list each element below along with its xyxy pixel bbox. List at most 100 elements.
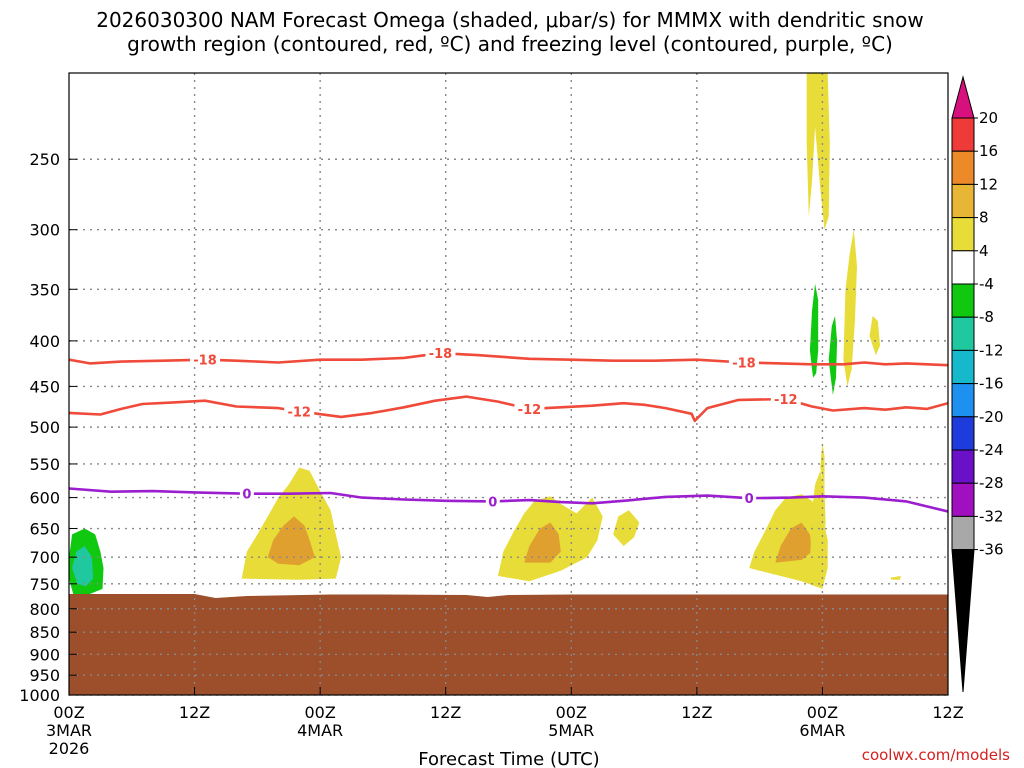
colorbar-label: 16 [979, 142, 998, 160]
contour-label: -12 [518, 403, 542, 418]
colorbar-swatch [951, 117, 975, 152]
y-tick-label: 500 [29, 418, 60, 437]
colorbar-swatch [951, 316, 975, 351]
y-tick-label: 250 [29, 150, 60, 169]
contour-label: -18 [193, 354, 217, 369]
colorbar-label: -36 [979, 541, 1004, 559]
colorbar-label: -20 [979, 408, 1004, 426]
y-tick-label: 400 [29, 332, 60, 351]
y-tick-label: 550 [29, 455, 60, 474]
y-tick-label: 850 [29, 623, 60, 642]
x-tick-label: 00Z [304, 703, 335, 722]
colorbar-label: -28 [979, 474, 1004, 492]
contour-label-background [742, 490, 757, 506]
y-tick-label: 650 [29, 520, 60, 539]
colorbar-swatch [951, 383, 975, 418]
y-tick-label: 950 [29, 666, 60, 685]
terrain-layer [69, 594, 948, 695]
y-tick-label: 350 [29, 280, 60, 299]
y-tick-label: 900 [29, 645, 60, 664]
colorbar: 20 16 12 8 4 -4 -8 -12 -16 -20 -24 -28 -32 -36 [951, 75, 1004, 693]
plot-area: -18 -18 -18 -12 -12 -12 0 0 0 [68, 72, 949, 696]
omega-region [843, 229, 857, 387]
grid-lines [69, 73, 948, 696]
colorbar-bottom-arrow [951, 549, 975, 693]
y-tick-label: 800 [29, 600, 60, 619]
y-axis: 250 300 350 400 450 500 550 600 650 700 750 800 850 9… [19, 150, 77, 705]
colorbar-swatch [951, 515, 975, 551]
x-tick-label: 4MAR [297, 721, 343, 740]
y-tick-label: 700 [29, 548, 60, 567]
omega-region [72, 546, 94, 587]
contour-lines: -18 -18 -18 -12 -12 -12 0 0 0 [69, 345, 948, 513]
omega-region [524, 522, 561, 563]
contour-label: 0 [488, 495, 497, 510]
contour-label: -18 [732, 356, 756, 371]
contour-label: -12 [774, 393, 798, 408]
colorbar-swatch [951, 416, 975, 451]
y-tick-label: 450 [29, 377, 60, 396]
contour-line [69, 487, 948, 513]
contour-label: 0 [242, 488, 251, 503]
colorbar-swatch [951, 349, 975, 385]
omega-region [890, 576, 901, 580]
colorbar-label: 4 [979, 242, 989, 260]
colorbar-swatch [951, 482, 975, 517]
x-tick-label: 3MAR [46, 721, 92, 740]
contour-label-background [728, 354, 759, 370]
contour-label-background [284, 403, 315, 419]
plot-frame [68, 72, 949, 696]
y-tick-label: 750 [29, 575, 60, 594]
colorbar-label: -4 [979, 275, 994, 293]
chart-title-line-1: 2026030300 NAM Forecast Omega (shaded, μ… [96, 8, 924, 32]
omega-shading [69, 73, 901, 594]
x-axis-label: Forecast Time (UTC) [418, 749, 599, 768]
colorbar-label: -32 [979, 507, 1004, 525]
colorbar-swatch [951, 217, 975, 252]
x-tick-label: 00Z [556, 703, 587, 722]
contour-line [69, 395, 948, 423]
omega-region [267, 516, 315, 566]
colorbar-swatch [951, 449, 975, 484]
colorbar-label: 20 [979, 109, 998, 127]
contour-label-background [485, 493, 500, 509]
x-tick-label: 12Z [430, 703, 461, 722]
omega-region [869, 315, 880, 356]
colorbar-top-arrow [951, 75, 975, 119]
colorbar-label: -16 [979, 375, 1004, 393]
omega-region [809, 470, 826, 563]
credit-text: coolwx.com/models [862, 746, 1010, 764]
colorbar-swatch [951, 150, 975, 185]
colorbar-label: 12 [979, 175, 998, 193]
terrain-fill [69, 594, 948, 695]
x-tick-label: 12Z [179, 703, 210, 722]
colorbar-label: 8 [979, 209, 989, 227]
x-tick-label: 12Z [681, 703, 712, 722]
omega-region [775, 522, 812, 563]
colorbar-swatch [951, 183, 975, 219]
y-tick-label: 600 [29, 489, 60, 508]
contour-label-background [770, 391, 801, 407]
contour-label-background [425, 345, 456, 361]
colorbar-label: -24 [979, 441, 1004, 459]
omega-region [828, 315, 838, 395]
contour-label: 0 [745, 492, 754, 507]
x-tick-label: 00Z [807, 703, 838, 722]
contour-label-background [190, 351, 221, 367]
x-tick-label: 6MAR [799, 721, 845, 740]
x-tick-label: 12Z [932, 703, 963, 722]
y-tick-label: 300 [29, 221, 60, 240]
colorbar-label: -12 [979, 341, 1004, 359]
contour-label-background [239, 485, 254, 501]
x-tick-label: 5MAR [548, 721, 594, 740]
colorbar-label: -8 [979, 308, 994, 326]
contour-label: -18 [429, 347, 453, 362]
plot-background [69, 73, 948, 695]
chart-title-line-2: growth region (contoured, red, ºC) and f… [127, 32, 893, 56]
y-tick-label: 1000 [19, 686, 60, 705]
colorbar-swatch [951, 250, 975, 285]
omega-region [806, 73, 830, 230]
x-tick-label: 00Z [53, 703, 84, 722]
